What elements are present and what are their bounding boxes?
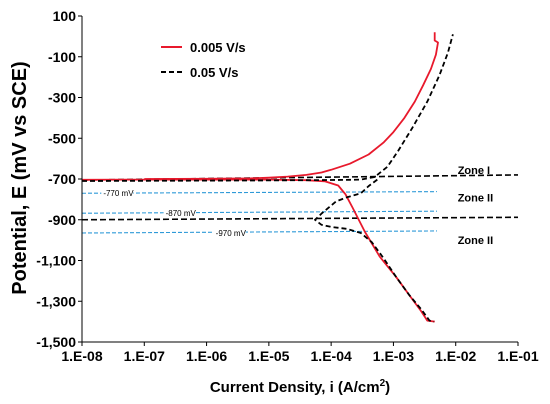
ref-label-bg: [213, 227, 246, 238]
x-tick-label: 1.E-07: [124, 348, 165, 364]
y-tick-label: -900: [48, 212, 76, 228]
x-axis-title: Current Density, i (A/cm2): [210, 378, 390, 396]
series-line-0: [81, 178, 435, 323]
series-line-0: [144, 32, 439, 180]
x-tick-label: 1.E-03: [373, 348, 414, 364]
reference-lines: -770 mV -870 mV -970 mV: [81, 174, 519, 238]
reference-line: [81, 230, 437, 234]
x-tick-label: 1.E-06: [186, 348, 227, 364]
y-tick-label: -700: [48, 171, 76, 187]
ref-line-label: -870 mV: [166, 209, 197, 218]
x-tick-label: 1.E-04: [311, 348, 352, 364]
reference-line: [81, 216, 519, 221]
y-tick-label: -1,300: [36, 293, 76, 309]
series-line-1: [81, 34, 454, 182]
y-tick-label: 100: [53, 8, 77, 24]
y-axis-title: Potential, E (mV vs SCE): [9, 61, 31, 294]
zone-label: Zone II: [458, 192, 493, 204]
ref-line-label: -970 mV: [216, 229, 247, 238]
legend: 0.005 V/s 0.05 V/s: [161, 40, 246, 80]
x-tick-label: 1.E-01: [497, 348, 538, 364]
legend-label: 0.005 V/s: [190, 40, 246, 55]
series-lines: [81, 32, 454, 323]
series-line-1: [314, 178, 435, 323]
zone-label: Zone II: [458, 235, 493, 247]
zone-annotations: Zone I Zone II Zone II: [458, 165, 493, 247]
x-tick-labels: 1.E-08 1.E-07 1.E-06 1.E-05 1.E-04 1.E-03 1.E-…: [61, 348, 538, 364]
x-tick-label: 1.E-02: [435, 348, 476, 364]
x-tick-label: 1.E-05: [248, 348, 289, 364]
y-tick-labels: 100 -100 -300 -500 -700 -900 -1,100 -1,300 -1,50…: [36, 8, 76, 350]
ref-label-bg: [163, 208, 196, 219]
x-tick-label: 1.E-08: [61, 348, 102, 364]
ref-label-bg: [101, 188, 134, 199]
y-tick-label: -1,100: [36, 253, 76, 269]
y-tick-label: -1,500: [36, 334, 76, 350]
axes: [78, 15, 519, 346]
reference-line: [81, 210, 437, 214]
zone-label: Zone I: [458, 165, 490, 177]
ref-line-label: -770 mV: [103, 189, 134, 198]
reference-line: [81, 191, 437, 194]
y-tick-label: -300: [48, 90, 76, 106]
legend-label: 0.05 V/s: [190, 65, 238, 80]
y-tick-label: -500: [48, 130, 76, 146]
y-tick-label: -100: [48, 49, 76, 65]
